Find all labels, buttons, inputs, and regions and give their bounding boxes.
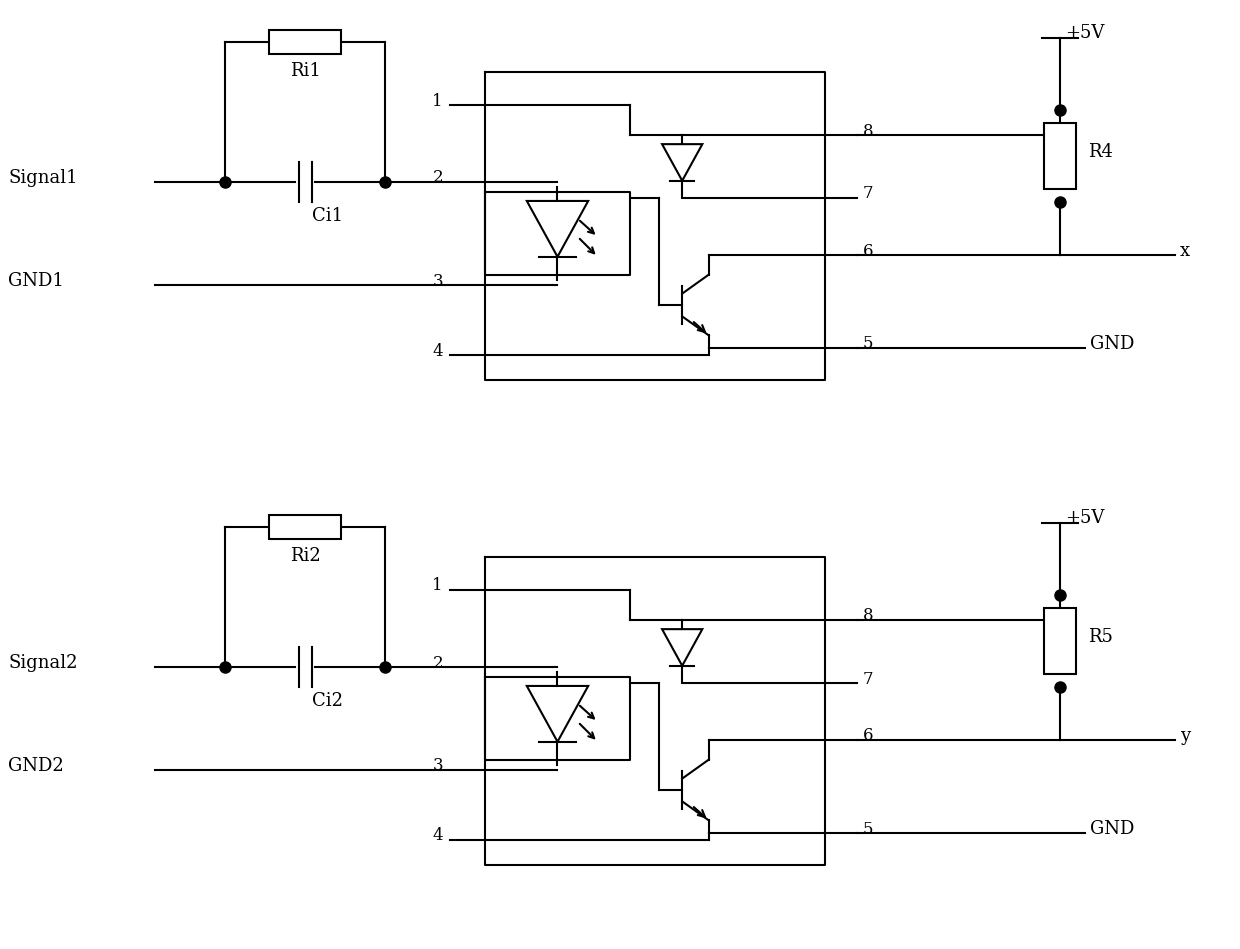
- Text: R4: R4: [1087, 143, 1112, 161]
- Text: R5: R5: [1087, 628, 1112, 646]
- Text: 4: 4: [433, 343, 443, 360]
- Bar: [1044, 608, 1076, 674]
- Text: 1: 1: [433, 92, 443, 109]
- Text: 1: 1: [433, 578, 443, 594]
- Text: 6: 6: [863, 728, 873, 745]
- Bar: [1044, 122, 1076, 189]
- Text: 2: 2: [433, 170, 443, 187]
- Text: 4: 4: [433, 828, 443, 845]
- Text: GND2: GND2: [7, 757, 63, 775]
- Text: 3: 3: [433, 272, 443, 289]
- Text: GND1: GND1: [7, 272, 64, 290]
- Text: 7: 7: [863, 185, 874, 202]
- Bar: [269, 30, 341, 54]
- Text: +5V: +5V: [1065, 509, 1105, 527]
- Text: Ri2: Ri2: [290, 547, 320, 565]
- Text: Ci2: Ci2: [312, 692, 343, 710]
- Bar: [269, 515, 341, 539]
- Text: Signal2: Signal2: [7, 654, 77, 672]
- Text: 8: 8: [863, 122, 874, 140]
- Text: GND: GND: [1090, 820, 1135, 838]
- Text: 5: 5: [863, 336, 873, 352]
- Text: Ci1: Ci1: [312, 207, 343, 225]
- Text: 7: 7: [863, 671, 874, 687]
- Text: Ri1: Ri1: [290, 62, 320, 80]
- Text: GND: GND: [1090, 335, 1135, 353]
- Text: 8: 8: [863, 607, 874, 624]
- Text: 5: 5: [863, 821, 873, 838]
- Text: y: y: [1180, 727, 1190, 745]
- Text: 2: 2: [433, 655, 443, 672]
- Text: 3: 3: [433, 757, 443, 774]
- Text: +5V: +5V: [1065, 24, 1105, 42]
- Text: x: x: [1180, 242, 1190, 260]
- Text: Signal1: Signal1: [7, 169, 78, 187]
- Text: 6: 6: [863, 243, 873, 259]
